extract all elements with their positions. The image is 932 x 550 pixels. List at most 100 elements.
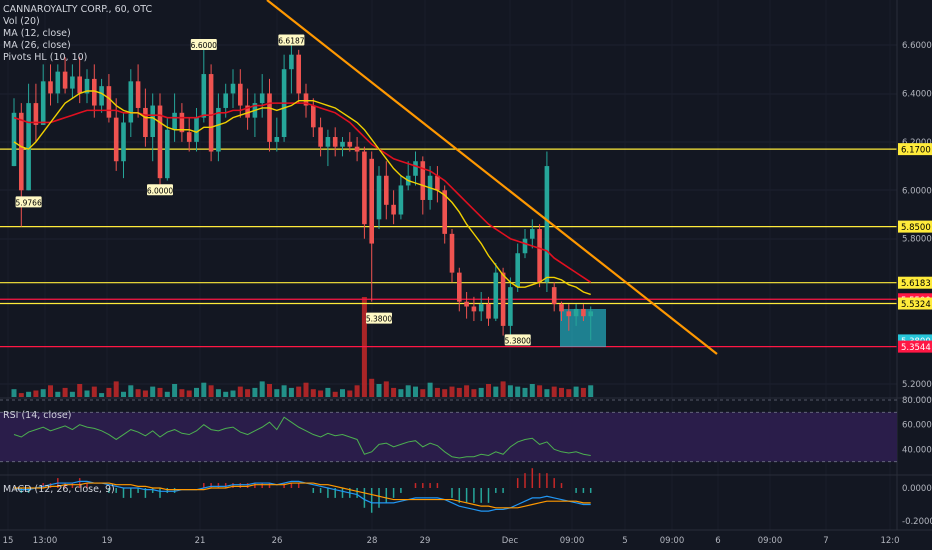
volume-bar	[99, 393, 105, 397]
macd-tick-label: -0.2000	[902, 517, 932, 527]
candle-body	[296, 54, 301, 94]
volume-bar	[398, 389, 404, 397]
time-tick-label: 6	[715, 536, 720, 546]
volume-bar	[55, 391, 61, 397]
time-tick-label: 7	[823, 536, 828, 546]
volume-bar	[77, 384, 83, 397]
pivot-label-text: 6.6000	[191, 41, 217, 50]
candle-body	[238, 83, 243, 106]
volume-bar	[230, 390, 236, 397]
level-tag-bg	[898, 220, 932, 233]
level-tag-text: 6.1700	[901, 146, 931, 156]
pivot-label: 5.9766	[15, 196, 42, 208]
candle-body	[157, 105, 163, 179]
volume-bar	[500, 381, 506, 397]
legend-pivots[interactable]: Pivots HL (10, 10)	[3, 52, 88, 63]
candle-body	[398, 185, 404, 215]
volume-bar	[33, 390, 39, 397]
volume-bar	[383, 381, 389, 397]
price-tick-label: 5.2000	[902, 380, 932, 390]
candle-body	[259, 93, 265, 104]
candle-body	[11, 112, 17, 167]
price-tick-label: 6.2000	[902, 138, 932, 148]
candle-body	[464, 301, 469, 307]
pivot-label: 6.6187	[278, 34, 305, 46]
time-tick-label: 12:0	[880, 536, 899, 546]
candle-body	[267, 93, 272, 142]
volume-bar	[288, 387, 294, 397]
pivot-label-text: 5.3800	[366, 315, 392, 324]
ma26-line	[13, 102, 592, 283]
time-tick-label: 29	[420, 536, 431, 546]
candle-body	[478, 304, 484, 312]
rsi-line	[13, 416, 591, 459]
candle-body	[245, 105, 250, 118]
level-tag-text: 5.5324	[901, 300, 931, 310]
pivot-label: 5.3800	[366, 312, 392, 324]
level-tag-bg	[898, 276, 932, 289]
volume-bar	[179, 389, 185, 397]
price-tick-label: 6.6000	[902, 41, 932, 51]
macd-legend[interactable]: MACD (12, 26, close, 9)	[3, 484, 115, 495]
candle-body	[318, 127, 323, 147]
time-tick-label: 13:00	[33, 536, 58, 546]
rsi-tick-label: 80.0000	[902, 396, 932, 406]
volume-bar	[544, 389, 550, 397]
candle-body	[522, 238, 528, 254]
volume-bar	[449, 386, 455, 397]
volume-bar	[442, 389, 448, 397]
candle-body	[84, 78, 90, 94]
level-tag-bg	[898, 340, 932, 353]
pivot-label-bg	[504, 334, 531, 346]
volume-bar	[354, 385, 360, 397]
volume-bar	[281, 385, 287, 397]
candle-body	[311, 105, 316, 128]
candle-body	[62, 71, 68, 89]
volume-bar	[559, 387, 564, 397]
level-tag-bg	[898, 297, 932, 310]
candle-body	[172, 112, 177, 130]
rsi-legend[interactable]: RSI (14, close)	[3, 410, 72, 421]
candle-body	[559, 304, 564, 312]
pivot-label: 6.6000	[191, 39, 217, 50]
pivot-label-bg	[147, 184, 173, 196]
volume-bar	[478, 387, 484, 397]
candle-body	[508, 287, 513, 326]
volume-bar	[48, 385, 53, 397]
candle-body	[340, 141, 345, 147]
candle-body	[186, 132, 192, 142]
candle-body	[354, 146, 360, 152]
volume-bar	[588, 385, 594, 397]
candle-body	[289, 54, 294, 70]
volume-bar	[113, 381, 119, 397]
candle-body	[376, 175, 382, 220]
candle-body	[449, 233, 455, 273]
candle-body	[588, 311, 593, 317]
candle-body	[537, 229, 542, 283]
volume-bar	[529, 384, 535, 397]
candle-body	[194, 117, 199, 142]
pivot-label-text: 5.3800	[505, 336, 531, 345]
volume-bar	[464, 385, 470, 397]
volume-bar	[347, 390, 353, 397]
price-tick-label: 6.0000	[902, 186, 932, 196]
rsi-tick-label: 60.0000	[902, 421, 932, 431]
candle-body	[33, 103, 39, 125]
pivot-label-text: 6.0000	[147, 186, 173, 195]
candle-body	[40, 81, 46, 125]
time-tick-label: 09:00	[758, 536, 783, 546]
legend-ma26[interactable]: MA (26, close)	[3, 40, 71, 51]
pivot-label-text: 6.6187	[278, 36, 304, 45]
candle-body	[274, 137, 280, 142]
legend-vol[interactable]: Vol (20)	[3, 16, 40, 27]
volume-bar	[573, 386, 579, 397]
legend-ma12[interactable]: MA (12, close)	[3, 28, 71, 39]
time-tick-label: Dec	[502, 536, 519, 546]
ma12-line	[13, 90, 591, 296]
price-tick-label: 5.8000	[902, 235, 932, 245]
candle-body	[442, 190, 447, 234]
candle-body	[19, 112, 24, 191]
candle-body	[26, 103, 31, 191]
level-tag-text: 5.3544	[901, 343, 931, 353]
